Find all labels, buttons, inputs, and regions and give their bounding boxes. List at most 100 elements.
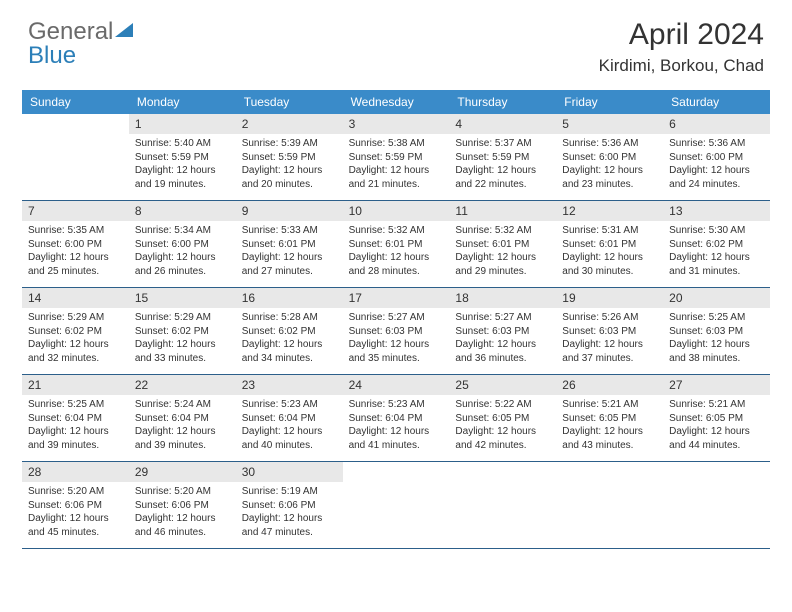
day-number: 13 xyxy=(663,201,770,221)
day-details: Sunrise: 5:37 AMSunset: 5:59 PMDaylight:… xyxy=(449,134,556,196)
day-details: Sunrise: 5:20 AMSunset: 6:06 PMDaylight:… xyxy=(129,482,236,544)
calendar-cell: 4Sunrise: 5:37 AMSunset: 5:59 PMDaylight… xyxy=(449,114,556,200)
day-number: 17 xyxy=(343,288,450,308)
location-text: Kirdimi, Borkou, Chad xyxy=(599,56,764,76)
day-details: Sunrise: 5:24 AMSunset: 6:04 PMDaylight:… xyxy=(129,395,236,457)
day-number: 2 xyxy=(236,114,343,134)
header: General April 2024 Kirdimi, Borkou, Chad xyxy=(0,0,792,84)
day-details: Sunrise: 5:19 AMSunset: 6:06 PMDaylight:… xyxy=(236,482,343,544)
calendar-cell: 11Sunrise: 5:32 AMSunset: 6:01 PMDayligh… xyxy=(449,201,556,287)
calendar-cell: 17Sunrise: 5:27 AMSunset: 6:03 PMDayligh… xyxy=(343,288,450,374)
day-details: Sunrise: 5:36 AMSunset: 6:00 PMDaylight:… xyxy=(663,134,770,196)
day-number: 12 xyxy=(556,201,663,221)
day-number: 21 xyxy=(22,375,129,395)
day-number: 7 xyxy=(22,201,129,221)
day-number: 4 xyxy=(449,114,556,134)
logo-text-blue: Blue xyxy=(28,42,76,70)
weekday-saturday: Saturday xyxy=(663,90,770,114)
calendar-cell: 23Sunrise: 5:23 AMSunset: 6:04 PMDayligh… xyxy=(236,375,343,461)
calendar-cell: 21Sunrise: 5:25 AMSunset: 6:04 PMDayligh… xyxy=(22,375,129,461)
day-details: Sunrise: 5:38 AMSunset: 5:59 PMDaylight:… xyxy=(343,134,450,196)
day-details: Sunrise: 5:20 AMSunset: 6:06 PMDaylight:… xyxy=(22,482,129,544)
week-row: 1Sunrise: 5:40 AMSunset: 5:59 PMDaylight… xyxy=(22,114,770,201)
day-details: Sunrise: 5:23 AMSunset: 6:04 PMDaylight:… xyxy=(343,395,450,457)
calendar-cell: 15Sunrise: 5:29 AMSunset: 6:02 PMDayligh… xyxy=(129,288,236,374)
calendar-cell: 25Sunrise: 5:22 AMSunset: 6:05 PMDayligh… xyxy=(449,375,556,461)
calendar-cell xyxy=(343,462,450,548)
day-details: Sunrise: 5:31 AMSunset: 6:01 PMDaylight:… xyxy=(556,221,663,283)
day-details: Sunrise: 5:32 AMSunset: 6:01 PMDaylight:… xyxy=(449,221,556,283)
title-block: April 2024 Kirdimi, Borkou, Chad xyxy=(599,18,764,76)
day-details: Sunrise: 5:23 AMSunset: 6:04 PMDaylight:… xyxy=(236,395,343,457)
week-row: 28Sunrise: 5:20 AMSunset: 6:06 PMDayligh… xyxy=(22,462,770,549)
day-number: 5 xyxy=(556,114,663,134)
calendar-cell: 7Sunrise: 5:35 AMSunset: 6:00 PMDaylight… xyxy=(22,201,129,287)
day-details: Sunrise: 5:21 AMSunset: 6:05 PMDaylight:… xyxy=(556,395,663,457)
calendar-cell: 28Sunrise: 5:20 AMSunset: 6:06 PMDayligh… xyxy=(22,462,129,548)
calendar-cell: 14Sunrise: 5:29 AMSunset: 6:02 PMDayligh… xyxy=(22,288,129,374)
calendar-body: 1Sunrise: 5:40 AMSunset: 5:59 PMDaylight… xyxy=(22,114,770,549)
day-number: 20 xyxy=(663,288,770,308)
calendar-cell: 26Sunrise: 5:21 AMSunset: 6:05 PMDayligh… xyxy=(556,375,663,461)
day-number: 1 xyxy=(129,114,236,134)
day-number: 24 xyxy=(343,375,450,395)
weekday-wednesday: Wednesday xyxy=(343,90,450,114)
day-number: 16 xyxy=(236,288,343,308)
calendar-cell: 18Sunrise: 5:27 AMSunset: 6:03 PMDayligh… xyxy=(449,288,556,374)
day-number: 23 xyxy=(236,375,343,395)
calendar-cell xyxy=(663,462,770,548)
day-details: Sunrise: 5:32 AMSunset: 6:01 PMDaylight:… xyxy=(343,221,450,283)
day-details: Sunrise: 5:22 AMSunset: 6:05 PMDaylight:… xyxy=(449,395,556,457)
calendar-cell: 3Sunrise: 5:38 AMSunset: 5:59 PMDaylight… xyxy=(343,114,450,200)
day-number: 6 xyxy=(663,114,770,134)
day-details: Sunrise: 5:36 AMSunset: 6:00 PMDaylight:… xyxy=(556,134,663,196)
day-number: 28 xyxy=(22,462,129,482)
day-number: 26 xyxy=(556,375,663,395)
calendar-cell xyxy=(22,114,129,200)
calendar-cell: 5Sunrise: 5:36 AMSunset: 6:00 PMDaylight… xyxy=(556,114,663,200)
day-number: 22 xyxy=(129,375,236,395)
calendar-cell xyxy=(449,462,556,548)
calendar-cell: 19Sunrise: 5:26 AMSunset: 6:03 PMDayligh… xyxy=(556,288,663,374)
day-number: 10 xyxy=(343,201,450,221)
day-details: Sunrise: 5:27 AMSunset: 6:03 PMDaylight:… xyxy=(343,308,450,370)
day-details: Sunrise: 5:25 AMSunset: 6:03 PMDaylight:… xyxy=(663,308,770,370)
calendar: SundayMondayTuesdayWednesdayThursdayFrid… xyxy=(0,84,792,549)
calendar-cell: 20Sunrise: 5:25 AMSunset: 6:03 PMDayligh… xyxy=(663,288,770,374)
day-details: Sunrise: 5:33 AMSunset: 6:01 PMDaylight:… xyxy=(236,221,343,283)
day-details: Sunrise: 5:21 AMSunset: 6:05 PMDaylight:… xyxy=(663,395,770,457)
weekday-tuesday: Tuesday xyxy=(236,90,343,114)
calendar-cell: 22Sunrise: 5:24 AMSunset: 6:04 PMDayligh… xyxy=(129,375,236,461)
calendar-cell: 27Sunrise: 5:21 AMSunset: 6:05 PMDayligh… xyxy=(663,375,770,461)
day-number: 9 xyxy=(236,201,343,221)
day-number: 8 xyxy=(129,201,236,221)
day-number: 25 xyxy=(449,375,556,395)
weekday-friday: Friday xyxy=(556,90,663,114)
day-number: 27 xyxy=(663,375,770,395)
day-number: 3 xyxy=(343,114,450,134)
weekday-header-row: SundayMondayTuesdayWednesdayThursdayFrid… xyxy=(22,90,770,114)
day-number: 15 xyxy=(129,288,236,308)
calendar-cell: 9Sunrise: 5:33 AMSunset: 6:01 PMDaylight… xyxy=(236,201,343,287)
day-details: Sunrise: 5:29 AMSunset: 6:02 PMDaylight:… xyxy=(129,308,236,370)
day-number: 18 xyxy=(449,288,556,308)
day-number: 19 xyxy=(556,288,663,308)
calendar-cell: 16Sunrise: 5:28 AMSunset: 6:02 PMDayligh… xyxy=(236,288,343,374)
day-details: Sunrise: 5:34 AMSunset: 6:00 PMDaylight:… xyxy=(129,221,236,283)
weekday-sunday: Sunday xyxy=(22,90,129,114)
calendar-cell: 2Sunrise: 5:39 AMSunset: 5:59 PMDaylight… xyxy=(236,114,343,200)
week-row: 14Sunrise: 5:29 AMSunset: 6:02 PMDayligh… xyxy=(22,288,770,375)
day-details: Sunrise: 5:28 AMSunset: 6:02 PMDaylight:… xyxy=(236,308,343,370)
day-number: 11 xyxy=(449,201,556,221)
calendar-cell: 30Sunrise: 5:19 AMSunset: 6:06 PMDayligh… xyxy=(236,462,343,548)
calendar-cell: 12Sunrise: 5:31 AMSunset: 6:01 PMDayligh… xyxy=(556,201,663,287)
day-number: 29 xyxy=(129,462,236,482)
day-details: Sunrise: 5:27 AMSunset: 6:03 PMDaylight:… xyxy=(449,308,556,370)
calendar-cell: 10Sunrise: 5:32 AMSunset: 6:01 PMDayligh… xyxy=(343,201,450,287)
logo-line2: Blue xyxy=(28,42,76,70)
weekday-thursday: Thursday xyxy=(449,90,556,114)
logo-triangle-icon xyxy=(115,23,133,37)
day-details: Sunrise: 5:35 AMSunset: 6:00 PMDaylight:… xyxy=(22,221,129,283)
calendar-cell: 29Sunrise: 5:20 AMSunset: 6:06 PMDayligh… xyxy=(129,462,236,548)
day-details: Sunrise: 5:25 AMSunset: 6:04 PMDaylight:… xyxy=(22,395,129,457)
